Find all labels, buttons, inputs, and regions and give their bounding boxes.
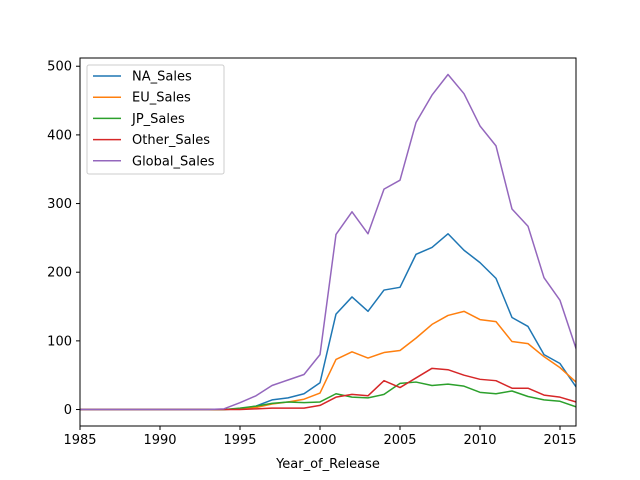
x-tick-label: 1995: [223, 433, 256, 448]
legend-label: EU_Sales: [132, 91, 191, 106]
x-tick-label: 2005: [383, 433, 416, 448]
x-tick-label: 1990: [143, 433, 176, 448]
x-axis-label: Year_of_Release: [275, 457, 380, 472]
legend-label: Global_Sales: [132, 154, 215, 169]
legend: NA_Sales EU_Sales JP_Sales Other_Sales Globa…: [86, 64, 225, 175]
y-tick-label: 100: [47, 334, 72, 349]
x-axis: 1985 1990 1995 2000 2005 2010 2015: [63, 426, 577, 448]
series-layer: [80, 73, 576, 411]
x-tick-label: 2015: [543, 433, 576, 448]
x-tick-label: 2000: [303, 433, 336, 448]
legend-box: [86, 64, 225, 175]
y-tick-label: 300: [47, 197, 72, 212]
legend-label: JP_Sales: [131, 112, 185, 127]
x-tick-label: 2010: [463, 433, 496, 448]
y-tick-label: 400: [47, 128, 72, 143]
legend-label: Other_Sales: [132, 133, 210, 148]
plot-frame: [79, 57, 577, 427]
y-tick-label: 0: [64, 403, 72, 418]
y-tick-label: 200: [47, 266, 72, 281]
legend-label: NA_Sales: [132, 70, 192, 85]
series-line-global-sales: [80, 73, 576, 411]
y-tick-label: 500: [47, 60, 72, 75]
y-axis: 0 100 200 300 400 500: [47, 60, 80, 418]
x-tick-label: 1985: [63, 433, 96, 448]
